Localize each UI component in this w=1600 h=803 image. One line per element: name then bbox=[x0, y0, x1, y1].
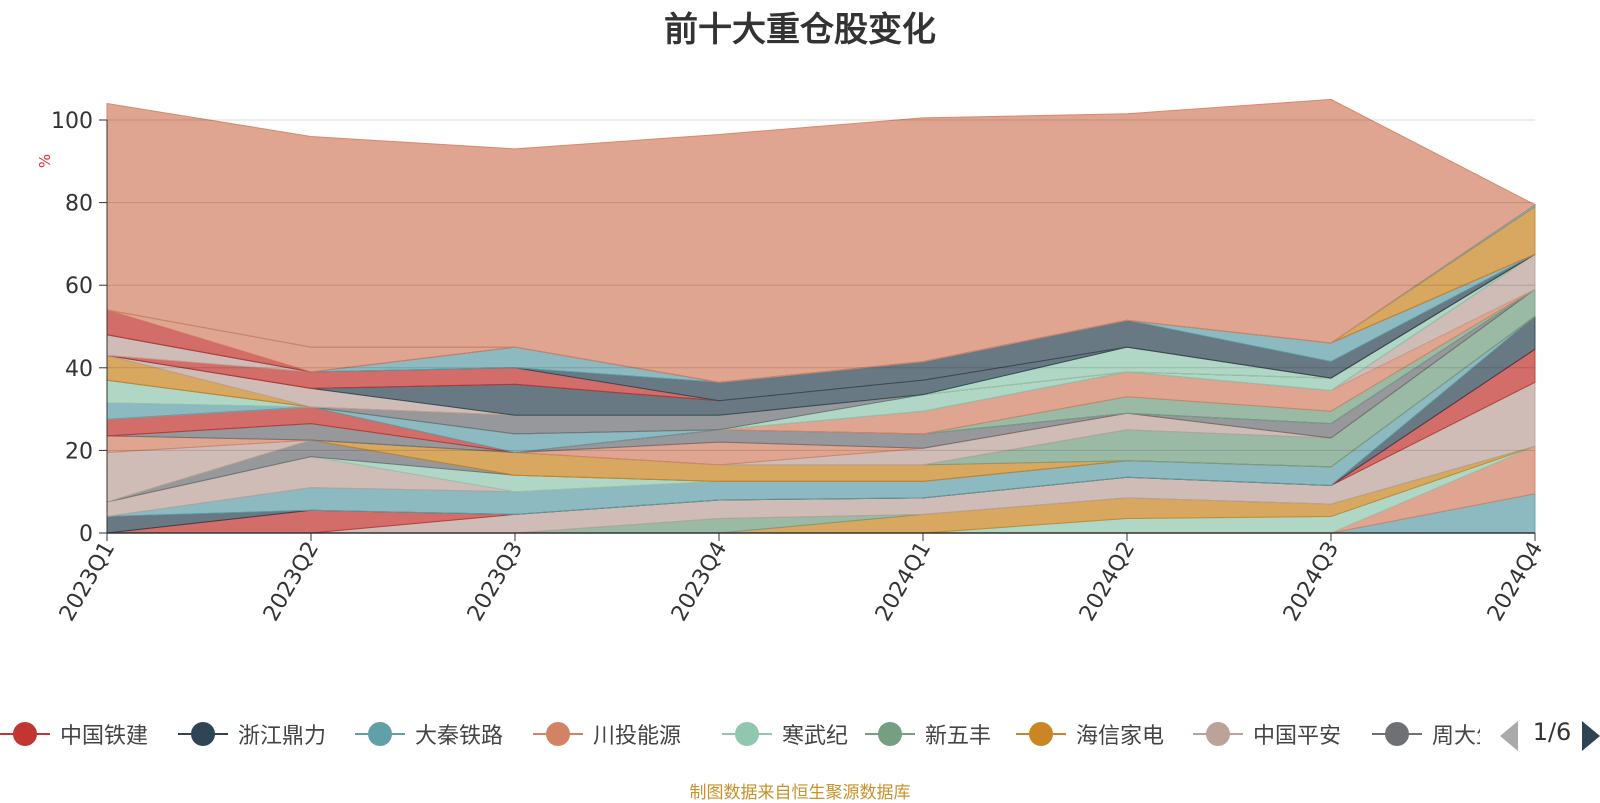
legend-item[interactable]: 中国平安 bbox=[1193, 714, 1341, 754]
legend-label: 寒武纪 bbox=[782, 724, 849, 749]
y-tick-label: 60 bbox=[65, 274, 93, 299]
legend-symbol bbox=[722, 721, 772, 747]
legend: 中国铁建 浙江鼎力 大秦铁路 川投能源 寒武纪 新五丰 海信家电 中国平安 周大生 1/6 bbox=[0, 714, 1600, 754]
legend-label: 大秦铁路 bbox=[415, 724, 504, 749]
legend-symbol bbox=[533, 721, 583, 747]
y-tick-label: 100 bbox=[51, 109, 93, 134]
legend-item[interactable]: 周大生 bbox=[1372, 714, 1480, 754]
legend-next-page-button[interactable] bbox=[1582, 721, 1600, 751]
x-tick-label: 2023Q4 bbox=[667, 538, 732, 626]
y-axis-unit-label: % bbox=[36, 154, 54, 168]
legend-pager: 1/6 bbox=[1496, 714, 1600, 754]
legend-label: 新五丰 bbox=[925, 724, 992, 749]
legend-symbol bbox=[865, 721, 915, 747]
legend-symbol bbox=[355, 721, 405, 747]
y-tick-label: 80 bbox=[65, 192, 93, 217]
legend-prev-page-button[interactable] bbox=[1500, 721, 1518, 751]
legend-label: 周大生 bbox=[1432, 724, 1480, 749]
legend-symbol bbox=[1016, 721, 1066, 747]
legend-item[interactable]: 浙江鼎力 bbox=[178, 714, 326, 754]
x-tick-label: 2024Q2 bbox=[1075, 538, 1140, 626]
stacked-area-chart: 0 20 40 60 80 100 2023Q1 2023Q2 2023Q3 2023Q4 2024… bbox=[36, 98, 1548, 626]
legend-label: 中国铁建 bbox=[60, 724, 149, 749]
legend-symbol bbox=[178, 721, 228, 747]
y-tick-label: 0 bbox=[79, 522, 93, 547]
chart-title: 前十大重仓股变化 bbox=[664, 10, 936, 50]
area-series bbox=[106, 98, 1536, 534]
legend-item[interactable]: 大秦铁路 bbox=[355, 714, 503, 754]
legend-symbol bbox=[1193, 721, 1243, 747]
legend-item[interactable]: 海信家电 bbox=[1016, 714, 1164, 754]
legend-symbol bbox=[1372, 721, 1422, 747]
legend-item[interactable]: 新五丰 bbox=[865, 714, 991, 754]
legend-page-indicator: 1/6 bbox=[1532, 718, 1572, 746]
legend-label: 海信家电 bbox=[1076, 724, 1165, 749]
x-tick-label: 2023Q3 bbox=[463, 538, 528, 626]
legend-item[interactable]: 中国铁建 bbox=[0, 714, 148, 754]
y-tick-label: 20 bbox=[65, 439, 93, 464]
legend-label: 川投能源 bbox=[593, 724, 682, 749]
x-tick-label: 2024Q3 bbox=[1279, 538, 1344, 626]
legend-label: 中国平安 bbox=[1253, 724, 1342, 749]
x-tick-label: 2023Q2 bbox=[259, 538, 324, 626]
y-tick-label: 40 bbox=[65, 357, 93, 382]
area-series-37 bbox=[106, 98, 1536, 383]
legend-label: 浙江鼎力 bbox=[238, 724, 327, 749]
data-source-note: 制图数据来自恒生聚源数据库 bbox=[689, 783, 911, 803]
x-tick-label: 2024Q4 bbox=[1483, 538, 1548, 626]
legend-item[interactable]: 川投能源 bbox=[533, 714, 681, 754]
x-tick-label: 2023Q1 bbox=[55, 538, 120, 626]
legend-item[interactable]: 寒武纪 bbox=[722, 714, 848, 754]
x-tick-label: 2024Q1 bbox=[871, 538, 936, 626]
legend-items: 中国铁建 浙江鼎力 大秦铁路 川投能源 寒武纪 新五丰 海信家电 中国平安 周大生 bbox=[0, 714, 1480, 754]
legend-symbol bbox=[0, 721, 50, 747]
